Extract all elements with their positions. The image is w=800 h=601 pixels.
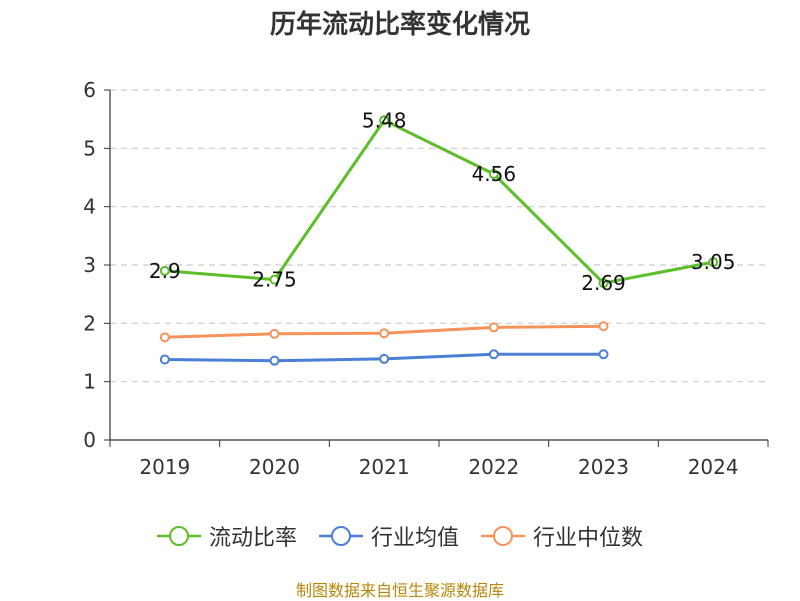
y-tick-label: 3 bbox=[83, 253, 96, 277]
data-point bbox=[379, 115, 390, 126]
legend-marker-icon bbox=[481, 526, 525, 546]
x-tick-label: 2023 bbox=[578, 455, 629, 479]
chart-title: 历年流动比率变化情况 bbox=[269, 10, 530, 40]
x-tick-label: 2024 bbox=[688, 455, 739, 479]
legend-label: 行业中位数 bbox=[533, 526, 644, 551]
legend-label: 流动比率 bbox=[208, 526, 297, 551]
data-point bbox=[488, 322, 499, 333]
data-label: 3.05 bbox=[691, 250, 736, 274]
data-point bbox=[379, 328, 390, 339]
y-tick-label: 0 bbox=[83, 428, 96, 452]
data-point bbox=[159, 332, 170, 343]
x-tick-label: 2020 bbox=[249, 455, 300, 479]
legend-marker-icon bbox=[156, 526, 201, 546]
data-point bbox=[598, 278, 609, 289]
data-label: 2.9 bbox=[149, 259, 181, 283]
data-source-note: 制图数据来自恒生聚源数据库 bbox=[295, 581, 504, 600]
data-point bbox=[488, 349, 499, 360]
data-point bbox=[269, 355, 280, 366]
data-point bbox=[159, 265, 170, 276]
data-point bbox=[269, 274, 280, 285]
data-point bbox=[379, 353, 390, 364]
legend-item-industry-median[interactable]: 行业中位数 bbox=[481, 520, 643, 552]
y-tick-label: 5 bbox=[83, 136, 96, 160]
data-point bbox=[598, 321, 609, 332]
legend-label: 行业均值 bbox=[370, 526, 459, 551]
x-tick-label: 2019 bbox=[139, 455, 190, 479]
legend-item-industry-mean[interactable]: 行业均值 bbox=[318, 520, 459, 552]
x-tick-label: 2022 bbox=[468, 455, 519, 479]
data-point bbox=[488, 169, 499, 179]
series-line bbox=[164, 118, 714, 285]
y-tick-label: 6 bbox=[83, 78, 96, 102]
data-label: 4.56 bbox=[472, 162, 517, 186]
data-label: 2.75 bbox=[252, 268, 297, 292]
data-point bbox=[269, 328, 280, 339]
data-label: 5.48 bbox=[362, 108, 407, 132]
y-tick-label: 2 bbox=[83, 311, 96, 335]
data-point bbox=[598, 349, 609, 360]
y-tick-label: 4 bbox=[83, 195, 96, 219]
legend-marker-icon bbox=[318, 526, 363, 546]
data-point bbox=[159, 354, 170, 365]
data-point bbox=[708, 257, 719, 268]
x-tick-label: 2021 bbox=[359, 455, 410, 479]
chart-legend: 流动比率 行业均值 行业中位数 bbox=[0, 520, 800, 552]
legend-item-current-ratio[interactable]: 流动比率 bbox=[156, 520, 297, 552]
y-tick-label: 1 bbox=[83, 370, 96, 394]
data-label: 2.69 bbox=[581, 271, 626, 295]
